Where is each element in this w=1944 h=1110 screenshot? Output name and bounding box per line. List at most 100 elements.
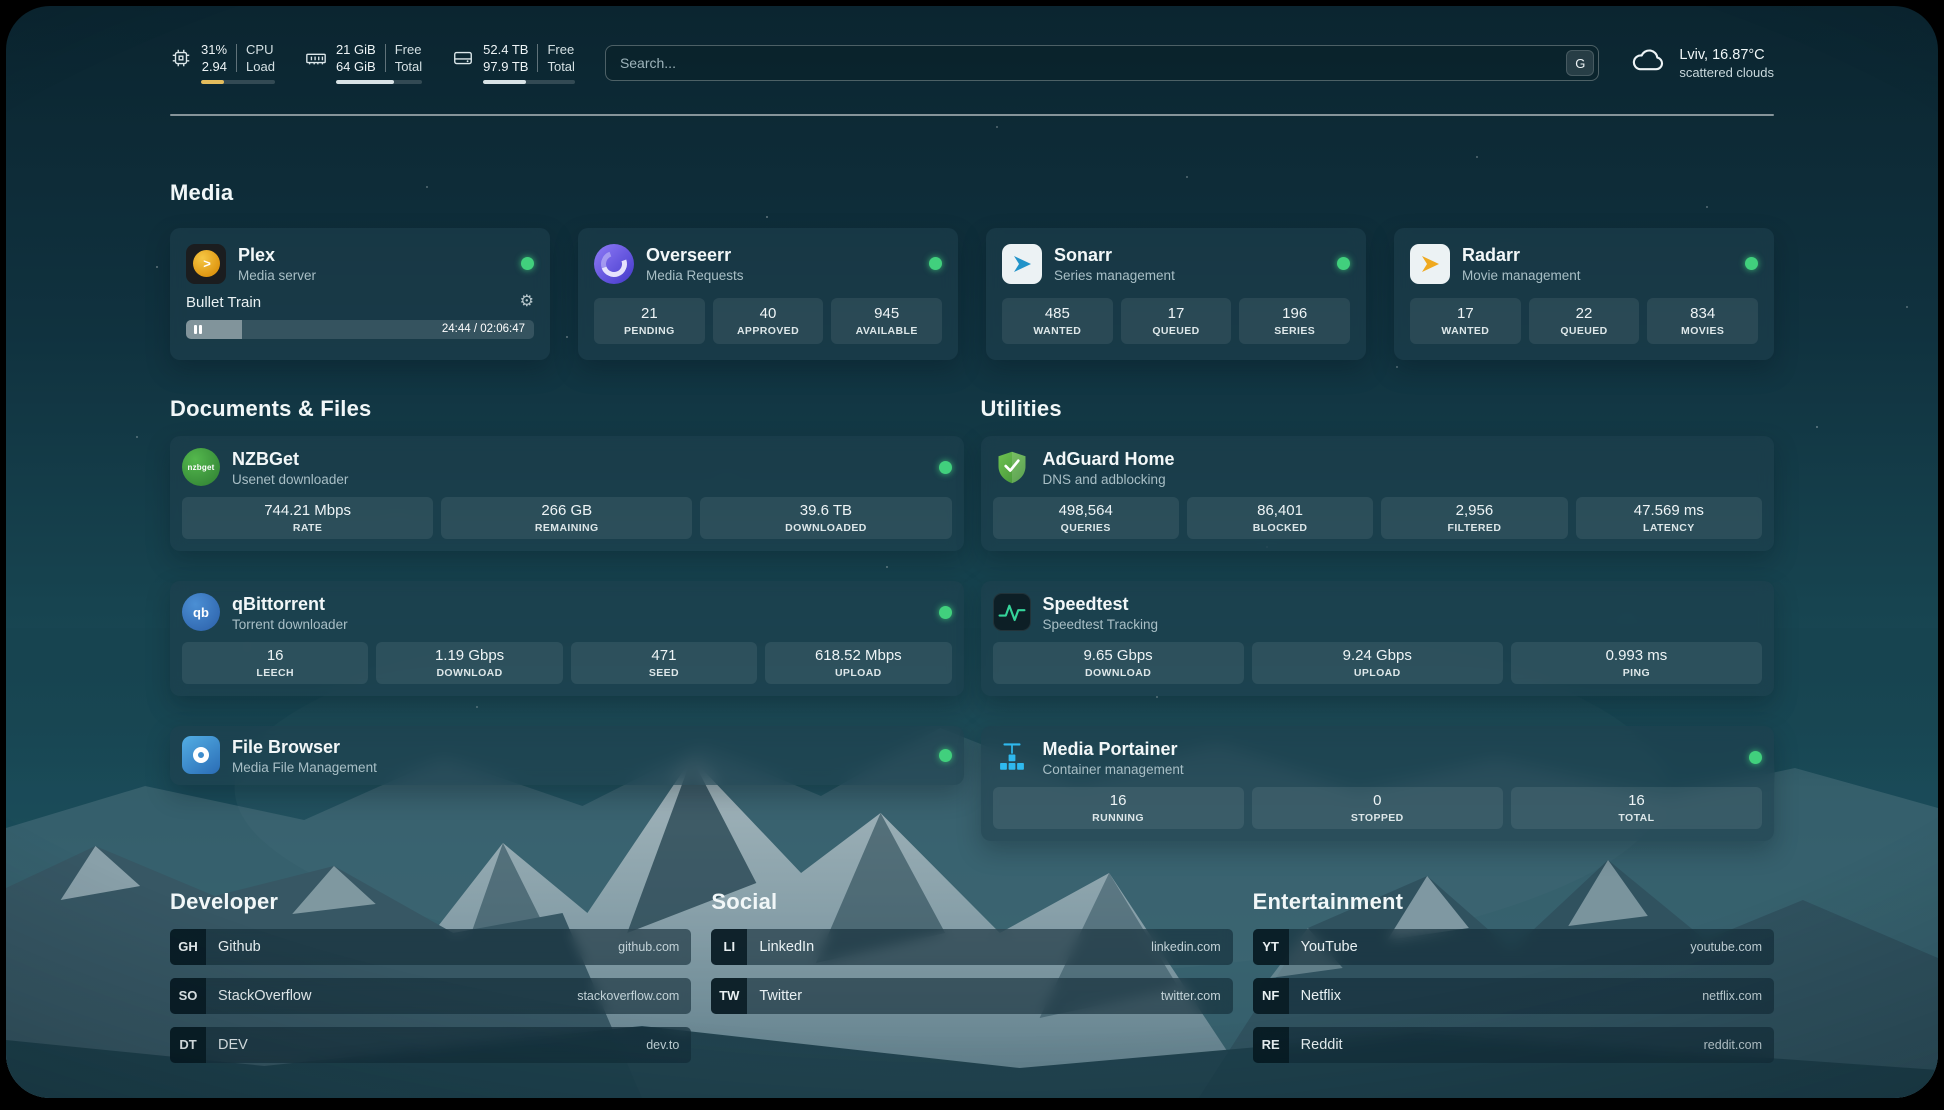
search-bar[interactable]: G bbox=[604, 45, 1600, 81]
link-twitter[interactable]: TW Twitter twitter.com bbox=[711, 977, 1233, 1014]
stat-upload: 9.24 Gbps UPLOAD bbox=[1251, 641, 1503, 684]
link-linkedin[interactable]: LI LinkedIn linkedin.com bbox=[711, 928, 1233, 965]
adguard-card[interactable]: AdGuard Home DNS and adblocking 498,564 … bbox=[980, 435, 1774, 551]
status-dot-online bbox=[929, 257, 942, 270]
divider bbox=[236, 44, 238, 72]
stat-label: REMAINING bbox=[534, 521, 599, 534]
link-reddit[interactable]: RE Reddit reddit.com bbox=[1252, 1026, 1774, 1063]
memory-total-label: Total bbox=[394, 59, 423, 74]
resource-widgets: 31% 2.94 CPU Load bbox=[170, 42, 575, 84]
stat-label: STOPPED bbox=[1350, 811, 1404, 824]
status-dot-online bbox=[1745, 257, 1758, 270]
radarr-card[interactable]: Radarr Movie management 17 WANTED 22 QUE… bbox=[1394, 227, 1774, 360]
link-domain: netflix.com bbox=[1702, 988, 1762, 1003]
memory-icon bbox=[305, 47, 327, 69]
link-domain: dev.to bbox=[646, 1037, 680, 1052]
service-name: AdGuard Home bbox=[1042, 448, 1175, 469]
link-youtube[interactable]: YT YouTube youtube.com bbox=[1252, 928, 1774, 965]
stat-value: 0.993 ms bbox=[1605, 646, 1668, 664]
link-stackoverflow[interactable]: SO StackOverflow stackoverflow.com bbox=[170, 977, 692, 1014]
media-card-grid: > Plex Media server Bullet Train ⚙ 24:44… bbox=[170, 227, 1774, 360]
plex-card[interactable]: > Plex Media server Bullet Train ⚙ 24:44… bbox=[170, 227, 550, 360]
service-name: Plex bbox=[238, 245, 276, 265]
link-github[interactable]: GH Github github.com bbox=[170, 928, 692, 965]
link-domain: twitter.com bbox=[1160, 988, 1221, 1003]
memory-progress-track bbox=[335, 80, 423, 84]
status-dot-online bbox=[938, 748, 952, 762]
stat-value: 22 bbox=[1575, 304, 1593, 322]
nzbget-card[interactable]: nzbget NZBGet Usenet downloader 744.21 M… bbox=[170, 435, 964, 551]
filebrowser-card[interactable]: File Browser Media File Management bbox=[170, 725, 964, 785]
gear-icon[interactable]: ⚙ bbox=[519, 293, 534, 310]
stat-value: 744.21 Mbps bbox=[264, 501, 351, 519]
overseerr-card[interactable]: Overseerr Media Requests 21 PENDING 40 A… bbox=[578, 227, 958, 360]
stat-label: LATENCY bbox=[1643, 521, 1695, 534]
stat-filtered: 2,956 FILTERED bbox=[1381, 496, 1568, 539]
link-abbr: TW bbox=[711, 977, 748, 1014]
stat-label: QUERIES bbox=[1060, 521, 1111, 534]
qbittorrent-card[interactable]: qb qBittorrent Torrent downloader 16 LEE… bbox=[170, 580, 964, 696]
link-name: Reddit bbox=[1300, 1036, 1343, 1053]
stat-label: APPROVED bbox=[736, 324, 800, 337]
stat-available: 945 AVAILABLE bbox=[831, 297, 943, 344]
memory-free-value: 21 GiB bbox=[335, 42, 376, 57]
service-subtitle: Series management bbox=[1054, 268, 1175, 283]
service-subtitle: Media File Management bbox=[232, 759, 377, 775]
cpu-progress-track bbox=[201, 80, 275, 84]
link-domain: stackoverflow.com bbox=[577, 988, 680, 1003]
playback-time: 24:44 / 02:06:47 bbox=[441, 323, 525, 335]
cpu-widget: 31% 2.94 CPU Load bbox=[170, 42, 275, 84]
cpu-icon bbox=[170, 47, 192, 69]
link-name: Twitter bbox=[759, 987, 803, 1004]
service-subtitle: Speedtest Tracking bbox=[1042, 616, 1159, 632]
sonarr-card[interactable]: Sonarr Series management 485 WANTED 17 Q… bbox=[986, 227, 1366, 360]
speedtest-card[interactable]: Speedtest Speedtest Tracking 9.65 Gbps D… bbox=[980, 580, 1774, 696]
link-netflix[interactable]: NF Netflix netflix.com bbox=[1252, 977, 1774, 1014]
stat-downloaded: 39.6 TB DOWNLOADED bbox=[700, 496, 952, 539]
link-abbr: DT bbox=[170, 1026, 206, 1063]
link-abbr: YT bbox=[1252, 928, 1289, 965]
pause-icon bbox=[194, 324, 202, 334]
cpu-usage-value: 31% bbox=[201, 42, 228, 57]
search-provider-button[interactable]: G bbox=[1566, 50, 1595, 76]
service-subtitle: Media Requests bbox=[646, 268, 744, 283]
disk-icon bbox=[452, 47, 474, 69]
stat-label: LEECH bbox=[256, 666, 294, 679]
stat-value: 0 bbox=[1373, 791, 1382, 809]
section-title-developer: Developer bbox=[170, 888, 279, 914]
stat-wanted: 17 WANTED bbox=[1410, 297, 1521, 344]
memory-total-value: 64 GiB bbox=[335, 59, 376, 74]
disk-total-label: Total bbox=[547, 59, 575, 74]
stat-label: WANTED bbox=[1441, 324, 1490, 337]
service-subtitle: DNS and adblocking bbox=[1042, 471, 1166, 487]
documents-column: Documents & Files nzbget NZBGet Usenet d… bbox=[170, 396, 964, 841]
social-column: Social LI LinkedIn linkedin.com TW Twitt… bbox=[711, 889, 1233, 1063]
stat-blocked: 86,401 BLOCKED bbox=[1186, 496, 1374, 539]
cpu-load-value: 2.94 bbox=[201, 59, 228, 74]
stat-value: 9.24 Gbps bbox=[1342, 646, 1412, 664]
link-abbr: GH bbox=[170, 928, 206, 965]
memory-progress-fill bbox=[335, 80, 394, 84]
cpu-load-label: Load bbox=[246, 59, 275, 74]
stat-value: 9.65 Gbps bbox=[1083, 646, 1153, 664]
stat-queued: 17 QUEUED bbox=[1120, 297, 1232, 344]
link-dev[interactable]: DT DEV dev.to bbox=[170, 1026, 692, 1063]
service-subtitle: Torrent downloader bbox=[232, 616, 348, 632]
stat-upload: 618.52 Mbps UPLOAD bbox=[765, 641, 952, 684]
search-input[interactable] bbox=[604, 45, 1600, 81]
service-subtitle: Usenet downloader bbox=[232, 471, 349, 487]
link-name: LinkedIn bbox=[759, 938, 815, 955]
stat-download: 1.19 Gbps DOWNLOAD bbox=[376, 641, 563, 684]
stat-ping: 0.993 ms PING bbox=[1510, 641, 1763, 684]
stat-series: 196 SERIES bbox=[1239, 297, 1351, 344]
section-title-documents: Documents & Files bbox=[170, 395, 372, 421]
sonarr-icon bbox=[1002, 243, 1042, 284]
stat-label: UPLOAD bbox=[834, 666, 882, 679]
memory-free-label: Free bbox=[394, 42, 422, 57]
cpu-progress-fill bbox=[201, 80, 224, 84]
stat-label: UPLOAD bbox=[1353, 666, 1401, 679]
entertainment-column: Entertainment YT YouTube youtube.com NF … bbox=[1252, 889, 1774, 1063]
portainer-card[interactable]: Media Portainer Container management 16 … bbox=[980, 725, 1774, 841]
developer-column: Developer GH Github github.com SO StackO… bbox=[170, 888, 692, 1063]
link-domain: reddit.com bbox=[1703, 1037, 1762, 1052]
